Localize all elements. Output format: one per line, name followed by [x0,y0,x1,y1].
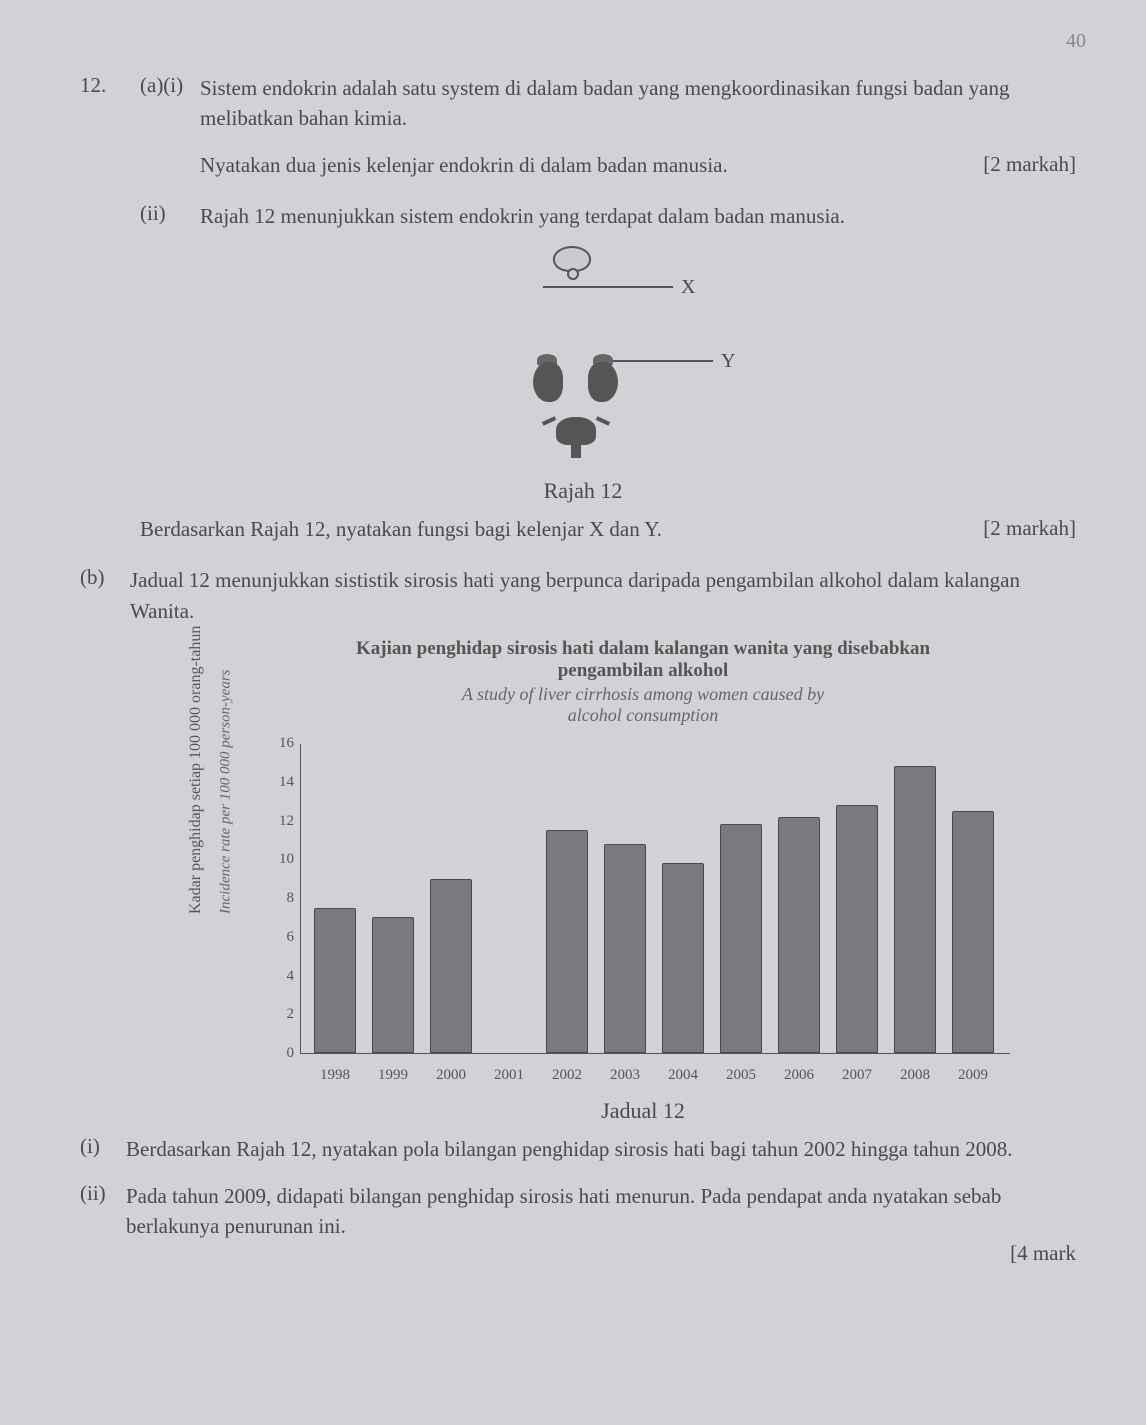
x-tick: 1999 [368,1067,418,1084]
x-tick: 2004 [658,1067,708,1084]
question-12-a-i: 12. (a)(i) Sistem endokrin adalah satu s… [80,73,1086,177]
leader-line [613,360,713,362]
plot-area: 0246810121416199819992000200120022003200… [300,744,1010,1054]
q-sublabel: (ii) [140,201,200,226]
q-sublabel: (b) [80,565,130,590]
label-y: Y [721,350,735,373]
bar [372,917,414,1053]
question-12-b: (b) Jadual 12 menunjukkan sististik siro… [80,565,1086,1266]
y-tick: 2 [254,1006,294,1023]
q-text: Berdasarkan Rajah 12, nyatakan pola bila… [126,1134,1086,1164]
bar [430,879,472,1053]
chart-subtitle: A study of liver cirrhosis among women c… [200,684,1086,705]
endocrine-diagram: X Y Rajah 12 [80,242,1086,504]
uterus-icon [571,442,581,458]
cirrhosis-chart: Kajian penghidap sirosis hati dalam kala… [200,638,1086,1124]
question-12-a-ii: (ii) Rajah 12 menunjukkan sistem endokri… [80,201,1086,541]
chart-title: pengambilan alkohol [200,660,1086,682]
chart-title: Kajian penghidap sirosis hati dalam kala… [200,638,1086,660]
q-text: Pada tahun 2009, didapati bilangan pengh… [126,1181,1086,1242]
y-tick: 14 [254,774,294,791]
bar [314,908,356,1053]
bar [894,766,936,1053]
table-caption: Jadual 12 [200,1098,1086,1124]
y-axis [300,744,301,1054]
page-number: 40 [80,30,1086,53]
uterus-icon [556,417,596,445]
bar [952,811,994,1053]
marks: [4 mark [80,1241,1076,1266]
bar [720,824,762,1053]
leader-line [543,286,673,288]
x-tick: 2006 [774,1067,824,1084]
kidney-icon [533,362,563,402]
y-tick: 8 [254,890,294,907]
y-tick: 12 [254,813,294,830]
y-tick: 16 [254,735,294,752]
brain-gland-icon [553,246,591,272]
q-number: 12. [80,73,140,98]
q-text: Sistem endokrin adalah satu system di da… [200,73,1086,134]
q-text: Berdasarkan Rajah 12, nyatakan fungsi ba… [140,514,1086,544]
label-x: X [681,276,695,299]
chart-subtitle: alcohol consumption [200,705,1086,726]
bar [662,863,704,1053]
q-text: Rajah 12 menunjukkan sistem endokrin yan… [200,201,1086,231]
y-tick: 4 [254,968,294,985]
x-tick: 2009 [948,1067,998,1084]
x-tick: 2000 [426,1067,476,1084]
bar [836,805,878,1053]
x-tick: 1998 [310,1067,360,1084]
q-text: Nyatakan dua jenis kelenjar endokrin di … [200,150,1086,180]
x-tick: 2003 [600,1067,650,1084]
y-tick: 6 [254,929,294,946]
bar [604,844,646,1053]
bar [546,830,588,1053]
x-tick: 2001 [484,1067,534,1084]
y-tick: 10 [254,851,294,868]
q-sublabel: (a)(i) [140,73,200,98]
x-tick: 2008 [890,1067,940,1084]
bar [778,817,820,1053]
y-tick: 0 [254,1045,294,1062]
q-sublabel: (ii) [80,1181,126,1206]
q-text: Jadual 12 menunjukkan sististik sirosis … [130,565,1086,626]
figure-caption: Rajah 12 [544,478,623,504]
x-tick: 2005 [716,1067,766,1084]
x-tick: 2002 [542,1067,592,1084]
q-sublabel: (i) [80,1134,126,1159]
kidney-icon [588,362,618,402]
x-tick: 2007 [832,1067,882,1084]
x-axis [300,1053,1010,1054]
